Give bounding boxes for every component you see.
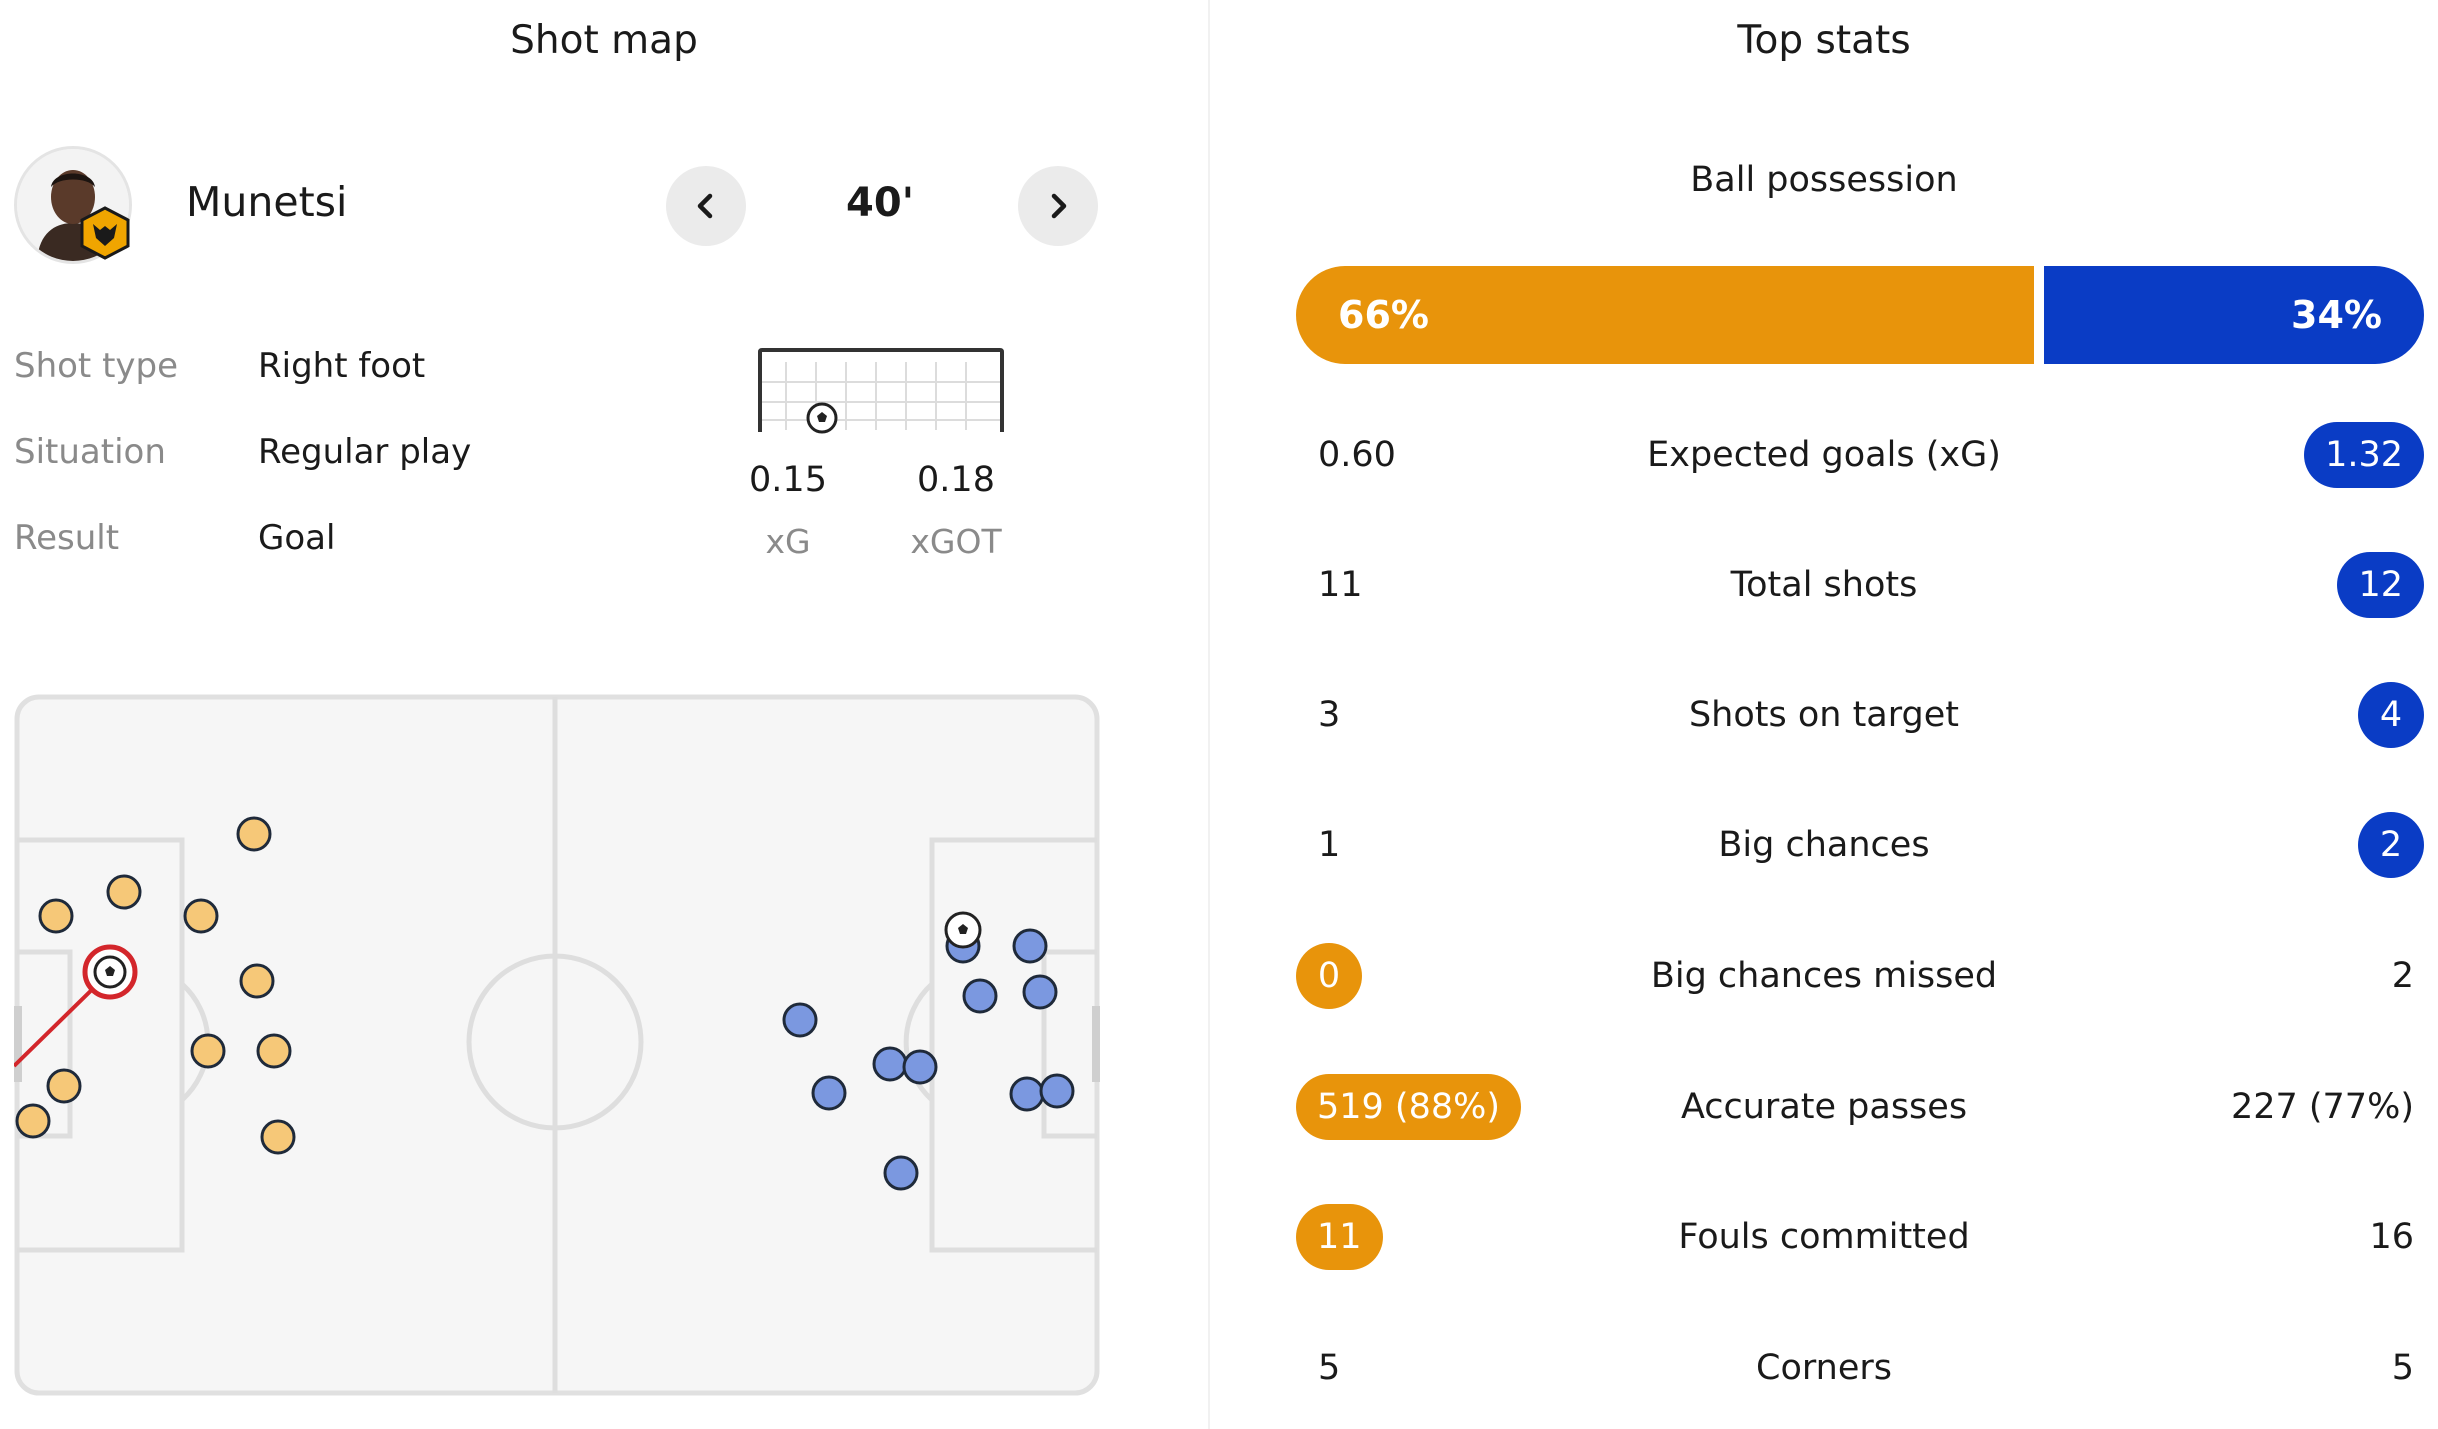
away-goal-shot-marker[interactable]	[944, 911, 982, 949]
home-shot-marker[interactable]	[38, 898, 74, 934]
chevron-right-icon	[1051, 193, 1067, 219]
stat-away-value: 2	[2358, 812, 2424, 878]
away-shot-marker[interactable]	[811, 1075, 847, 1111]
top-stats-panel: Top stats Ball possession 66% 34% Expect…	[1210, 0, 2438, 1429]
possession-away-bar: 34%	[2044, 266, 2424, 364]
stat-home-value: 11	[1296, 1204, 1383, 1270]
xg-label: xG	[765, 522, 811, 561]
shot-map-panel: Shot map Munetsi 40' Shot type Right foo…	[0, 0, 1208, 1429]
away-shot-marker[interactable]	[872, 1046, 908, 1082]
stat-row: Big chances 1 2	[1210, 810, 2438, 880]
stat-row: Total shots 11 12	[1210, 550, 2438, 620]
stat-home-value: 0	[1296, 943, 1362, 1009]
home-shot-marker[interactable]	[239, 963, 275, 999]
shot-type-label: Shot type	[14, 346, 179, 386]
away-shot-marker[interactable]	[1012, 928, 1048, 964]
player-name[interactable]: Munetsi	[186, 178, 348, 226]
home-shot-marker[interactable]	[256, 1033, 292, 1069]
xgot-label: xGOT	[910, 522, 1002, 561]
stat-row: Corners 5 5	[1210, 1333, 2438, 1403]
wolves-badge-icon	[78, 206, 132, 260]
away-shot-marker[interactable]	[1022, 974, 1058, 1010]
away-shot-marker[interactable]	[962, 978, 998, 1014]
stat-row: Expected goals (xG) 0.60 1.32	[1210, 420, 2438, 490]
stat-away-value: 227 (77%)	[2230, 1087, 2414, 1127]
ball-in-goal-icon	[806, 402, 838, 434]
pitch-shot-map[interactable]	[12, 694, 1100, 1396]
home-shot-marker[interactable]	[106, 874, 142, 910]
stat-name: Big chances	[1718, 825, 1930, 865]
stat-home-value: 519 (88%)	[1296, 1074, 1522, 1140]
stat-home-value: 5	[1318, 1348, 1341, 1388]
situation-label: Situation	[14, 432, 166, 472]
home-shot-marker[interactable]	[46, 1068, 82, 1104]
stat-home-value: 11	[1318, 565, 1363, 605]
stat-name: Accurate passes	[1680, 1087, 1968, 1127]
stat-name: Corners	[1756, 1348, 1892, 1388]
xgot-value: 0.18	[917, 460, 995, 500]
shot-minute: 40'	[846, 180, 914, 226]
result-value: Goal	[258, 518, 336, 558]
stat-home-value: 0.60	[1318, 435, 1396, 475]
away-shot-marker[interactable]	[902, 1049, 938, 1085]
possession-home-bar: 66%	[1296, 266, 2034, 364]
stat-away-value: 4	[2358, 682, 2424, 748]
stat-away-value: 12	[2337, 552, 2424, 618]
stat-row: Shots on target 3 4	[1210, 680, 2438, 750]
previous-shot-button[interactable]	[666, 166, 746, 246]
stat-name: Expected goals (xG)	[1647, 435, 2001, 475]
stat-name: Big chances missed	[1650, 956, 1998, 996]
stat-row: Accurate passes 519 (88%) 227 (77%)	[1210, 1072, 2438, 1142]
situation-value: Regular play	[258, 432, 472, 472]
stat-away-value: 5	[2391, 1348, 2414, 1388]
top-stats-title: Top stats	[1737, 18, 1911, 63]
next-shot-button[interactable]	[1018, 166, 1098, 246]
shot-type-value: Right foot	[258, 346, 426, 386]
home-shot-marker[interactable]	[15, 1103, 51, 1139]
shot-map-title: Shot map	[510, 18, 698, 63]
result-label: Result	[14, 518, 120, 558]
xg-value: 0.15	[749, 460, 827, 500]
away-shot-marker[interactable]	[1009, 1076, 1045, 1112]
stat-name: Total shots	[1730, 565, 1918, 605]
stat-away-value: 2	[2391, 956, 2414, 996]
stat-row: Fouls committed 11 16	[1210, 1202, 2438, 1272]
away-shot-marker[interactable]	[782, 1002, 818, 1038]
possession-label: Ball possession	[1690, 160, 1958, 200]
goal-frame-graphic	[756, 346, 1006, 436]
selected-shot-marker[interactable]	[12, 944, 138, 1068]
panel-divider	[1208, 0, 1210, 1429]
home-shot-marker[interactable]	[190, 1033, 226, 1069]
home-shot-marker[interactable]	[236, 816, 272, 852]
home-shot-marker[interactable]	[260, 1119, 296, 1155]
chevron-left-icon	[697, 193, 713, 219]
away-shot-marker[interactable]	[883, 1155, 919, 1191]
stat-name: Shots on target	[1688, 695, 1960, 735]
player-avatar	[14, 146, 132, 264]
away-shot-marker[interactable]	[1039, 1073, 1075, 1109]
stat-home-value: 3	[1318, 695, 1341, 735]
stat-away-value: 1.32	[2304, 422, 2424, 488]
stat-row: Big chances missed 0 2	[1210, 941, 2438, 1011]
stat-name: Fouls committed	[1678, 1217, 1970, 1257]
home-shot-marker[interactable]	[183, 898, 219, 934]
stat-away-value: 16	[2369, 1217, 2414, 1257]
stat-home-value: 1	[1318, 825, 1341, 865]
